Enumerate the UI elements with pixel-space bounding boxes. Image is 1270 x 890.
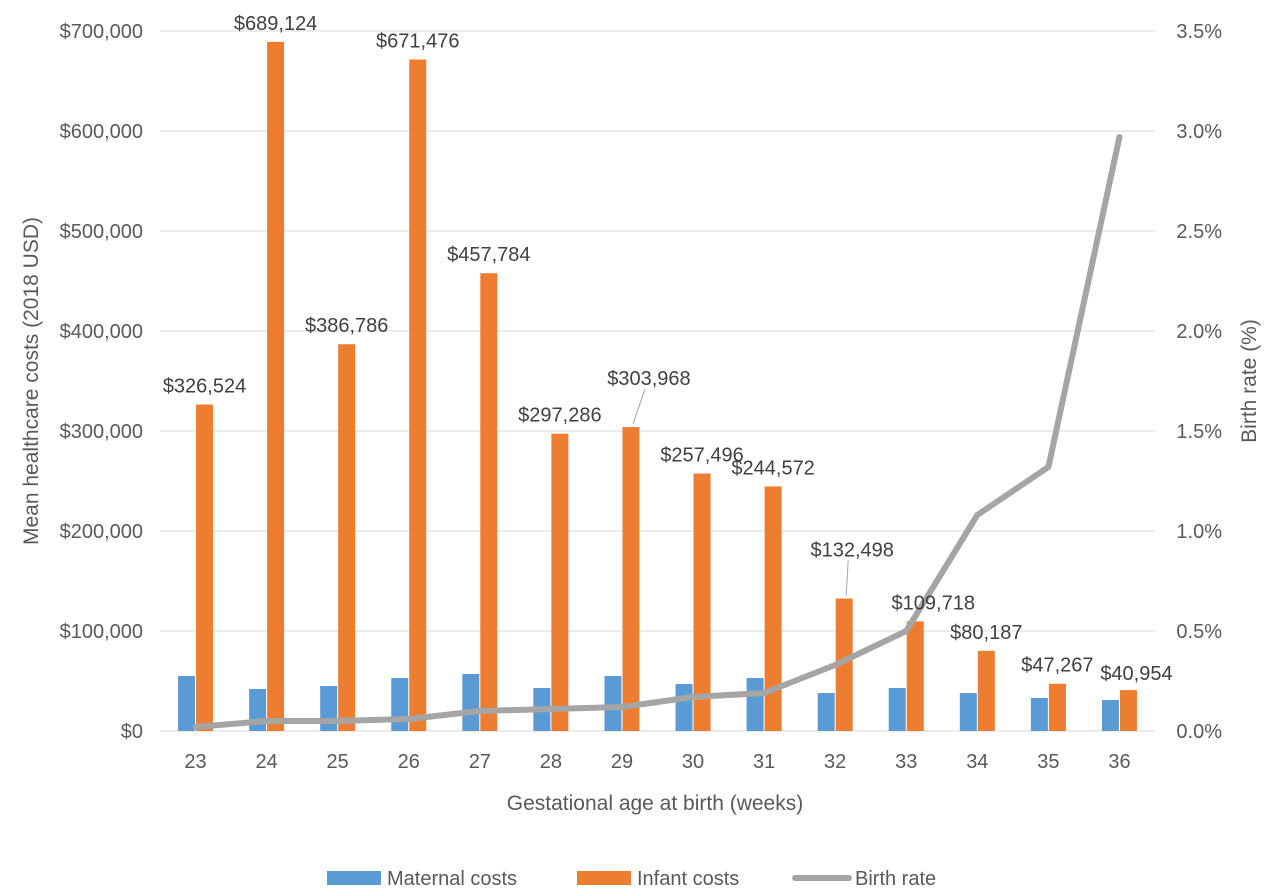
bar-infant (1119, 690, 1137, 731)
bar-maternal (604, 676, 622, 731)
bar-infant (1048, 683, 1066, 731)
left-tick-label: $100,000 (60, 621, 143, 643)
x-tick-label: 36 (1108, 751, 1130, 773)
right-tick-label: 2.0% (1176, 321, 1222, 343)
bar-maternal (888, 688, 906, 731)
bar-infant (906, 621, 924, 731)
bar-maternal (320, 686, 338, 731)
x-tick-label: 23 (184, 751, 206, 773)
bar-maternal (959, 693, 977, 731)
x-tick-label: 25 (327, 751, 349, 773)
left-tick-label: $500,000 (60, 221, 143, 243)
legend: Maternal costs Infant costs Birth rate (327, 868, 936, 890)
bar-infant (409, 59, 427, 732)
bar-maternal (1101, 700, 1119, 731)
left-tick-label: $200,000 (60, 521, 143, 543)
infant-data-labels: $326,524 $689,124 $386,786 $671,476 $457,784… (163, 13, 1173, 685)
bar-infant (977, 650, 995, 731)
left-tick-label: $600,000 (60, 121, 143, 143)
bar-infant (835, 598, 853, 731)
x-tick-label: 24 (255, 751, 277, 773)
right-tick-label: 0.5% (1176, 621, 1222, 643)
bar-infant (338, 344, 356, 731)
left-axis-title: Mean healthcare costs (2018 USD) (20, 217, 43, 545)
infant-data-label: $40,954 (1100, 663, 1172, 685)
legend-label-infant: Infant costs (637, 868, 739, 890)
x-tick-label: 33 (895, 751, 917, 773)
bar-maternal (675, 684, 693, 731)
bar-infant (764, 486, 782, 731)
infant-data-label: $457,784 (447, 244, 530, 266)
bar-maternal (746, 678, 764, 731)
bar-infant (196, 404, 214, 731)
infant-data-label: $257,496 (660, 445, 743, 467)
infant-data-label: $671,476 (376, 31, 459, 53)
left-axis-ticks: $0 $100,000 $200,000 $300,000 $400,000 $500,0… (60, 21, 143, 743)
bar-infant (480, 273, 498, 731)
leader-line (632, 388, 646, 425)
infant-costs-bars (196, 41, 1137, 732)
legend-swatch-maternal (327, 871, 381, 885)
right-tick-label: 3.0% (1176, 121, 1222, 143)
right-axis-title: Birth rate (%) (1238, 319, 1261, 443)
right-tick-label: 1.0% (1176, 521, 1222, 543)
bar-infant (551, 433, 569, 731)
birth-rate-polyline (192, 134, 1123, 730)
left-tick-label: $400,000 (60, 321, 143, 343)
infant-data-label: $132,498 (810, 540, 893, 562)
bar-maternal (817, 693, 835, 731)
bar-infant (267, 41, 285, 732)
gridlines (160, 30, 1155, 732)
leader-lines (632, 388, 849, 596)
infant-data-label: $689,124 (234, 13, 317, 35)
x-tick-label: 28 (540, 751, 562, 773)
right-tick-label: 3.5% (1176, 21, 1222, 43)
x-tick-label: 30 (682, 751, 704, 773)
bar-maternal (391, 678, 409, 731)
infant-data-label: $297,286 (518, 405, 601, 427)
legend-label-maternal: Maternal costs (387, 868, 517, 890)
x-tick-label: 34 (966, 751, 988, 773)
infant-data-label: $80,187 (950, 622, 1022, 644)
left-tick-label: $300,000 (60, 421, 143, 443)
x-axis-title: Gestational age at birth (weeks) (507, 792, 803, 815)
right-tick-label: 1.5% (1176, 421, 1222, 443)
bar-maternal (462, 674, 480, 731)
infant-data-label: $109,718 (892, 592, 975, 614)
x-axis-ticks: 23 24 25 26 27 28 29 30 31 32 33 34 35 36 (184, 751, 1130, 773)
right-tick-label: 2.5% (1176, 221, 1222, 243)
infant-data-label: $326,524 (163, 375, 246, 397)
right-axis-ticks: 0.0% 0.5% 1.0% 1.5% 2.0% 2.5% 3.0% 3.5% (1176, 21, 1222, 743)
infant-data-label: $244,572 (731, 457, 814, 479)
bar-infant (693, 473, 711, 731)
bar-infant (622, 427, 640, 731)
x-tick-label: 27 (469, 751, 491, 773)
leader-line (845, 560, 849, 596)
right-tick-label: 0.0% (1176, 721, 1222, 743)
birth-rate-line (192, 134, 1123, 730)
x-tick-label: 32 (824, 751, 846, 773)
x-tick-label: 26 (398, 751, 420, 773)
x-tick-label: 29 (611, 751, 633, 773)
x-tick-label: 31 (753, 751, 775, 773)
infant-data-label: $303,968 (607, 368, 690, 390)
left-tick-label: $700,000 (60, 21, 143, 43)
left-tick-label: $0 (121, 721, 143, 743)
infant-data-label: $47,267 (1021, 655, 1093, 677)
bar-maternal (178, 676, 196, 731)
bar-maternal (1030, 698, 1048, 731)
infant-data-label: $386,786 (305, 315, 388, 337)
legend-swatch-infant (577, 871, 631, 885)
legend-label-birth-rate: Birth rate (855, 868, 936, 890)
x-tick-label: 35 (1037, 751, 1059, 773)
